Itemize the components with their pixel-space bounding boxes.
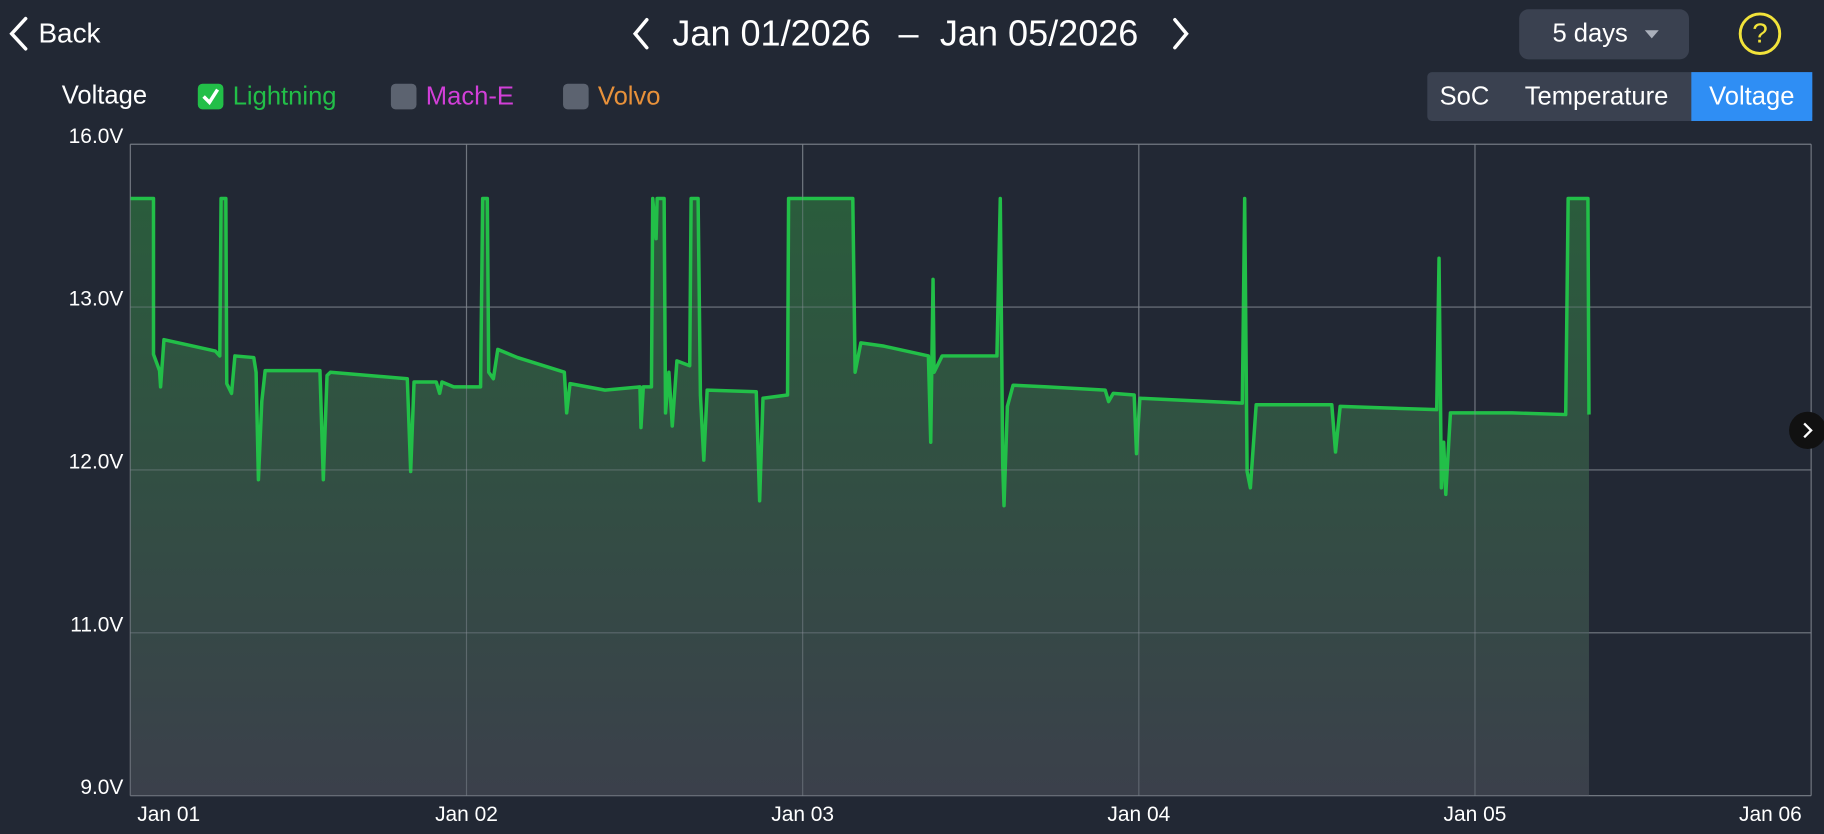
legend-label[interactable]: Volvo [598, 82, 661, 110]
back-icon[interactable] [9, 16, 28, 51]
tab[interactable]: SoC [1440, 82, 1490, 110]
tab[interactable]: Voltage [1709, 82, 1794, 110]
y-tick-label: 9.0V [80, 776, 123, 799]
tab-active[interactable] [1691, 72, 1813, 121]
dropdown-caret [1644, 30, 1659, 39]
x-tick-label: Jan 05 [1444, 803, 1507, 826]
scroll-icon [1803, 422, 1813, 439]
y-tick-label: 16.0V [69, 125, 124, 148]
x-tick-label: Jan 04 [1107, 803, 1170, 826]
metric-label: Voltage [62, 81, 147, 109]
legend-checkbox[interactable] [563, 83, 589, 110]
help-label[interactable]: ? [1752, 17, 1768, 48]
x-tick-label: Jan 03 [771, 803, 834, 826]
legend-label[interactable]: Mach-E [426, 82, 514, 110]
scroll-button[interactable] [1789, 411, 1824, 449]
legend-label[interactable]: Lightning [233, 82, 337, 110]
check-mark [202, 88, 220, 106]
legend-checkbox[interactable] [197, 83, 224, 110]
back-button[interactable]: Back [38, 17, 100, 48]
tab[interactable]: Temperature [1525, 82, 1669, 110]
x-tick-label: Jan 02 [435, 803, 498, 826]
legend-checkbox[interactable] [390, 83, 417, 110]
series-area [130, 198, 1589, 796]
range-dropdown[interactable] [1519, 9, 1690, 60]
y-tick-label: 12.0V [69, 450, 124, 473]
range-label[interactable]: 5 days [1552, 20, 1627, 48]
help-button[interactable] [1738, 12, 1782, 55]
x-tick-label: Jan 01 [137, 803, 200, 826]
series-line [130, 196, 1591, 508]
y-tick-label: 11.0V [70, 613, 123, 636]
date-separator: – [898, 13, 919, 54]
end-date: Jan 05/2026 [940, 13, 1138, 54]
start-date: Jan 01/2026 [672, 13, 870, 54]
x-tick-label: Jan 06 [1739, 803, 1802, 826]
prev-button[interactable] [632, 18, 649, 50]
next-button[interactable] [1173, 18, 1189, 50]
y-tick-label: 13.0V [69, 288, 124, 311]
